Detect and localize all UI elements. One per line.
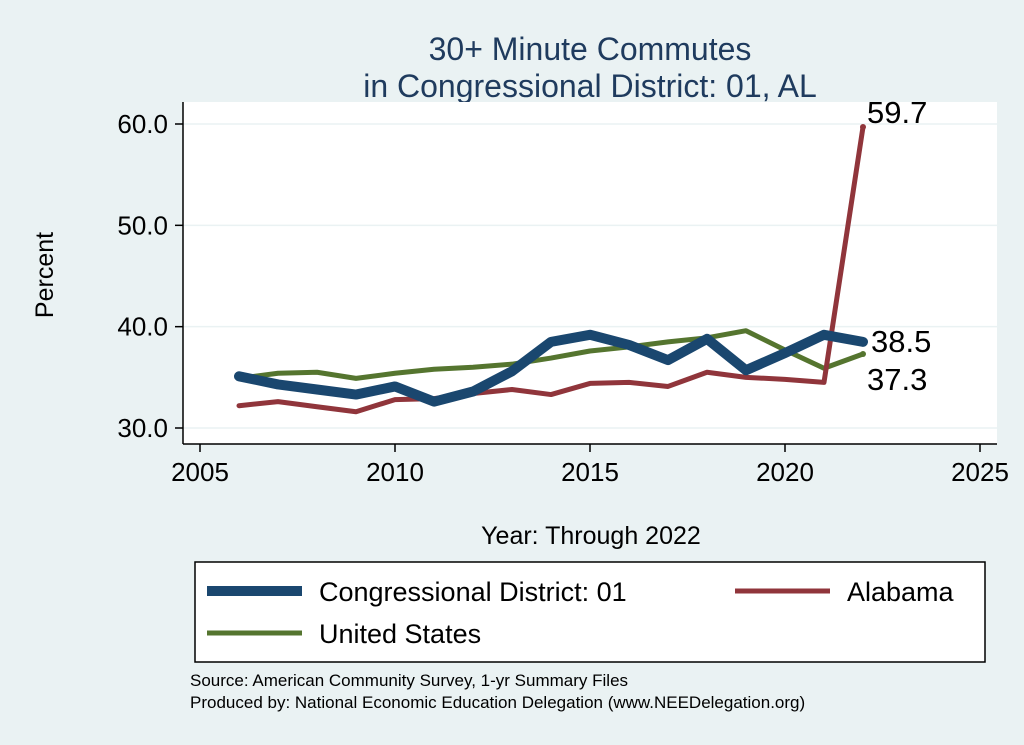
y-tick-label-2: 50.0: [117, 210, 168, 240]
y-axis-label: Percent: [31, 232, 59, 318]
x-tick-label-2: 2015: [561, 457, 619, 487]
legend-label-congressional-district-01: Congressional District: 01: [319, 577, 627, 607]
end-label-congressional-district-01: 38.5: [871, 324, 931, 359]
series-line-alabama: [236, 124, 866, 415]
legend: Congressional District: 01 Alabama United …: [207, 577, 955, 649]
source-line: Source: American Community Survey, 1-yr …: [190, 671, 628, 690]
x-tick-label-4: 2025: [951, 457, 1009, 487]
series-end-point-congressional-district-01: [860, 338, 866, 345]
legend-box: [194, 561, 986, 663]
series-layer: [234, 124, 868, 415]
series-end-point-alabama: [860, 124, 866, 131]
x-tick-label-1: 2010: [366, 457, 424, 487]
series-line-united-states: [236, 328, 866, 381]
x-tick-label-3: 2020: [756, 457, 814, 487]
y-tick-label-3: 60.0: [117, 109, 168, 139]
gridlines: [183, 123, 997, 429]
y-tick-label-1: 40.0: [117, 312, 168, 342]
y-tick-label-0: 30.0: [117, 413, 168, 443]
end-labels: 38.5 59.7 37.3: [867, 95, 931, 397]
chart-title-line-1: 30+ Minute Commutes: [429, 31, 752, 67]
x-tick-label-0: 2005: [171, 457, 229, 487]
legend-label-alabama: Alabama: [847, 577, 955, 607]
axes: 30.0 40.0 50.0 60.0 2005 2010 2015 2020 2025: [117, 102, 1009, 487]
end-label-alabama: 59.7: [867, 95, 927, 130]
chart-title-line-2: in Congressional District: 01, AL: [363, 68, 817, 104]
series-line-congressional-district-01: [234, 329, 868, 407]
produced-by-line: Produced by: National Economic Education…: [190, 693, 805, 712]
end-label-united-states: 37.3: [867, 362, 927, 397]
legend-label-united-states: United States: [319, 619, 481, 649]
series-end-point-united-states: [860, 351, 866, 358]
x-axis-label: Year: Through 2022: [481, 522, 701, 550]
